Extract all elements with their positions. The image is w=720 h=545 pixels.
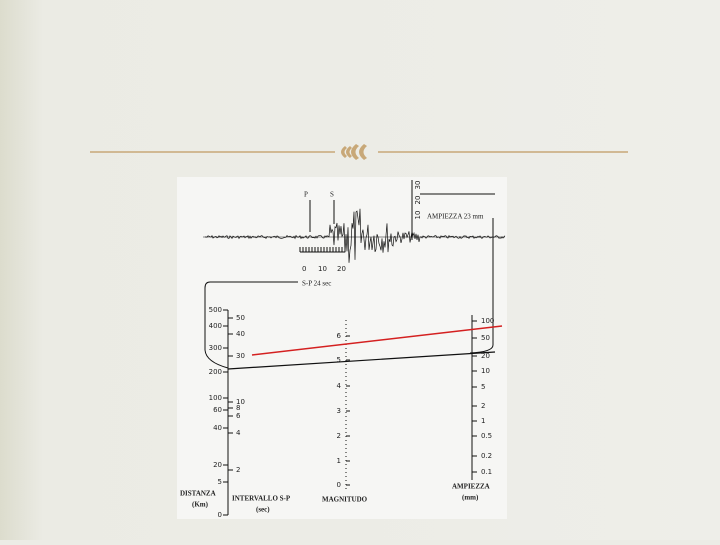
distance-tick-label: 100 xyxy=(209,394,222,402)
amplitude-tick-label: 0.1 xyxy=(481,468,492,476)
interval-tick-label: 30 xyxy=(236,352,245,360)
s-label: S xyxy=(330,191,334,199)
amplitude-tick-label: 1 xyxy=(481,417,485,425)
amplitude-tick-label: 5 xyxy=(481,383,485,391)
distance-tick-label: 500 xyxy=(209,306,222,314)
amplitude-tick-label: 0.2 xyxy=(481,452,492,460)
scale-title: AMPIEZZA xyxy=(452,483,490,491)
bracket xyxy=(204,281,298,369)
magnitude-tick-label: 4 xyxy=(337,382,342,390)
nomogram xyxy=(203,180,505,515)
distance-tick-label: 400 xyxy=(209,322,222,330)
magnitude-tick-label: 0 xyxy=(337,481,341,489)
bullet-icon xyxy=(341,144,367,160)
amplitude-tick-label: 10 xyxy=(481,367,490,375)
time-tick-label: 10 xyxy=(318,265,327,273)
time-tick-label: 20 xyxy=(337,265,346,273)
magnitude-tick-label: 2 xyxy=(337,432,341,440)
reading-line xyxy=(227,351,496,370)
magnitude-tick-label: 6 xyxy=(337,332,342,340)
distance-tick-label: 60 xyxy=(213,406,222,414)
magnitude-tick-label: 1 xyxy=(337,457,341,465)
scale-title: INTERVALLO S-P xyxy=(232,495,291,503)
interval-tick-label: 8 xyxy=(236,404,240,412)
amp-tick-label: 20 xyxy=(414,196,422,205)
scale-title: MAGNITUDO xyxy=(322,496,368,504)
interval-tick-label: 40 xyxy=(236,330,245,338)
amp-tick-label: 10 xyxy=(414,211,422,220)
distance-tick-label: 40 xyxy=(213,424,222,432)
amplitude-tick-label: 0.5 xyxy=(481,432,492,440)
amp-tick-label: 30 xyxy=(414,181,422,190)
interval-tick-label: 4 xyxy=(236,429,241,437)
scale-title: (mm) xyxy=(462,494,479,502)
amplitude-tick-label: 50 xyxy=(481,334,490,342)
distance-tick-label: 200 xyxy=(209,368,222,376)
scale-title: (sec) xyxy=(256,506,270,514)
scale-title: DISTANZA xyxy=(180,490,216,498)
amplitude-tick-label: 2 xyxy=(481,402,485,410)
sp-label: S-P 24 sec xyxy=(302,280,331,288)
amplitude-tick-label: 20 xyxy=(481,352,490,360)
distance-tick-label: 0 xyxy=(218,511,222,519)
scale-title: (Km) xyxy=(192,501,209,509)
seismogram-trace xyxy=(205,208,506,263)
distance-tick-label: 20 xyxy=(213,461,222,469)
time-tick-label: 0 xyxy=(302,265,306,273)
distance-tick-label: 5 xyxy=(218,478,222,486)
distance-tick-label: 300 xyxy=(209,344,222,352)
amplitude-tick-label: 100 xyxy=(481,317,494,325)
magnitude-tick-label: 3 xyxy=(337,407,341,415)
amplitude-label: AMPIEZZA 23 mm xyxy=(427,213,484,221)
interval-tick-label: 50 xyxy=(236,314,245,322)
interval-tick-label: 10 xyxy=(236,398,245,406)
interval-tick-label: 6 xyxy=(236,412,241,420)
p-label: P xyxy=(304,191,308,199)
magnitude-tick-label: 5 xyxy=(337,356,341,364)
red-line xyxy=(251,325,503,356)
interval-tick-label: 2 xyxy=(236,466,240,474)
